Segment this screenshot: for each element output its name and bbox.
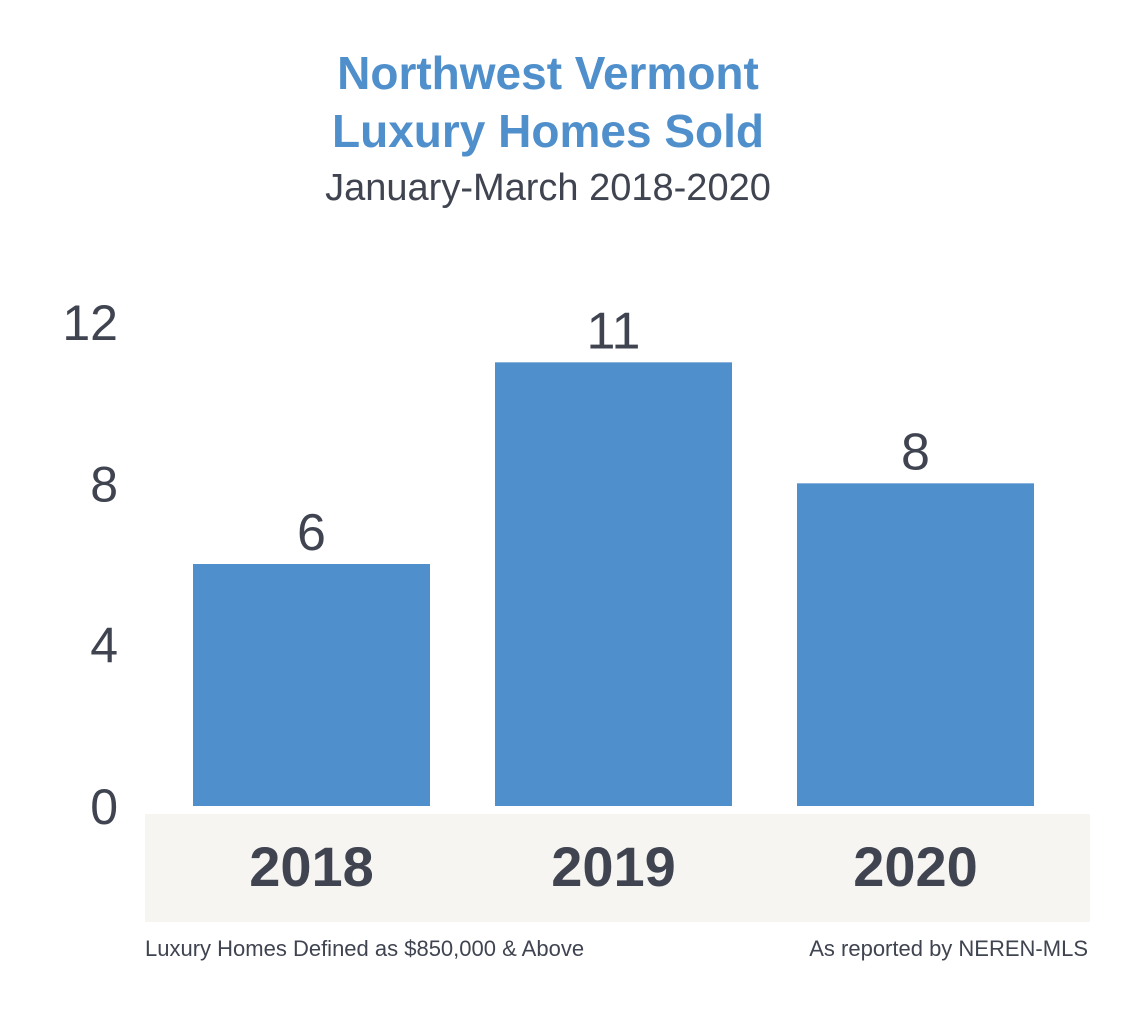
x-tick-label-2020: 2020 (853, 835, 978, 898)
y-tick-label-2: 8 (90, 456, 118, 512)
bar-2018 (193, 564, 430, 806)
category-band (145, 814, 1090, 922)
data-label-2020: 8 (901, 423, 930, 481)
chart-title-line-2: Luxury Homes Sold (332, 105, 764, 157)
chart-subtitle: January-March 2018-2020 (325, 167, 771, 209)
y-tick-label-0: 0 (90, 779, 118, 835)
data-label-2019: 11 (587, 302, 641, 360)
x-tick-label-2018: 2018 (249, 835, 374, 898)
chart-title-line-1: Northwest Vermont (337, 47, 759, 99)
x-tick-label-2019: 2019 (551, 835, 676, 898)
y-tick-label-3: 12 (62, 295, 118, 351)
data-label-2018: 6 (297, 504, 326, 562)
bar-2020 (797, 483, 1034, 806)
bar-2019 (495, 362, 732, 806)
footnote-source: As reported by NEREN-MLS (809, 936, 1088, 961)
footnote-definition: Luxury Homes Defined as $850,000 & Above (145, 936, 585, 961)
y-tick-label-1: 4 (90, 618, 118, 674)
